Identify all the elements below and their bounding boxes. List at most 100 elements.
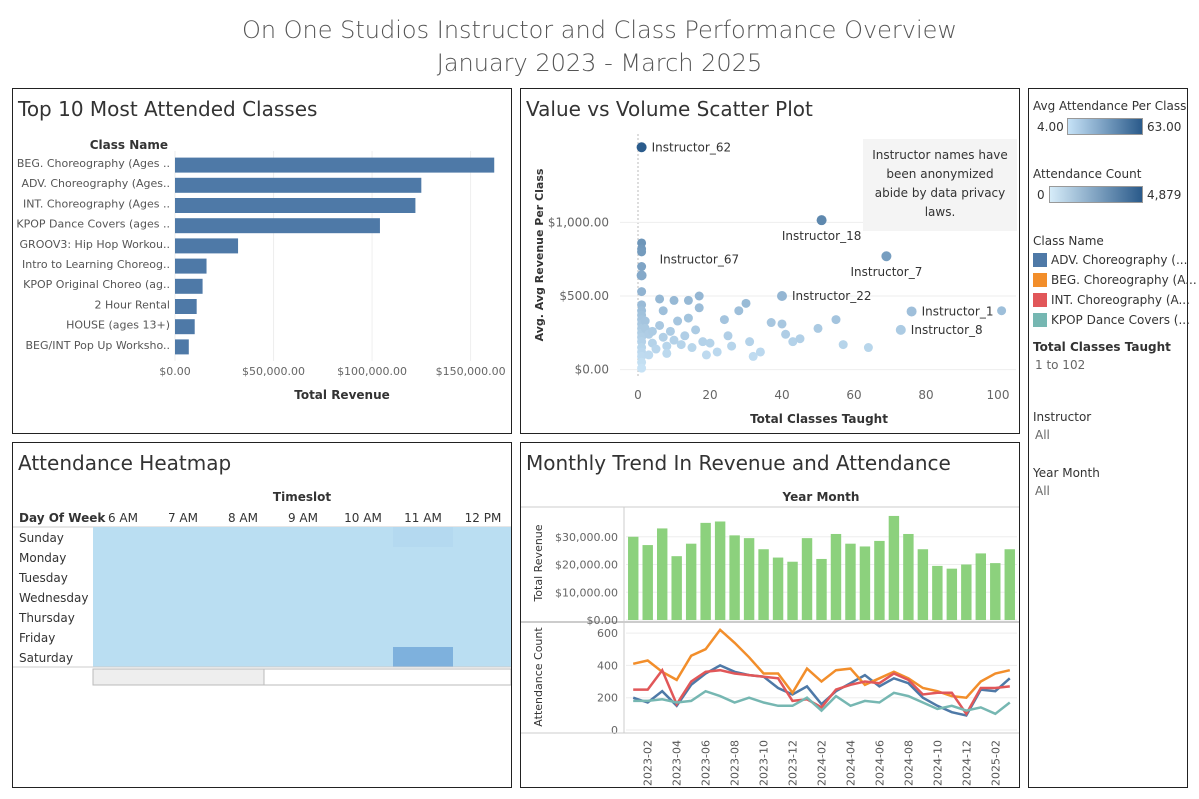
- heatmap-cell[interactable]: [213, 647, 273, 667]
- heatmap-cell[interactable]: [393, 587, 453, 607]
- heatmap-cell[interactable]: [153, 627, 213, 647]
- heatmap-cell[interactable]: [273, 567, 333, 587]
- instructor-point[interactable]: [658, 306, 668, 316]
- monthly-revenue-bar[interactable]: [845, 543, 856, 620]
- monthly-revenue-bar[interactable]: [961, 564, 972, 621]
- heatmap-cell[interactable]: [93, 607, 153, 627]
- instructor-point[interactable]: [637, 247, 647, 257]
- monthly-revenue-bar[interactable]: [656, 528, 668, 620]
- instructor-point[interactable]: [694, 303, 704, 313]
- monthly-revenue-bar[interactable]: [888, 515, 900, 620]
- legend-item-adv[interactable]: ADV. Choreography (...: [1033, 253, 1187, 267]
- monthly-revenue-bar[interactable]: [801, 538, 813, 620]
- heatmap-cell[interactable]: [333, 567, 393, 587]
- heatmap-cell[interactable]: [453, 607, 511, 627]
- monthly-revenue-bar[interactable]: [874, 540, 885, 620]
- heatmap-cell[interactable]: [393, 567, 453, 587]
- heatmap-cell[interactable]: [153, 647, 213, 667]
- instructor-point[interactable]: [997, 306, 1007, 316]
- instructor-point[interactable]: [669, 295, 679, 305]
- monthly-revenue-bar[interactable]: [787, 561, 798, 620]
- monthly-revenue-bar[interactable]: [628, 536, 639, 620]
- class-revenue-bar[interactable]: [175, 258, 207, 274]
- instructor-point[interactable]: [777, 319, 787, 329]
- heatmap-cell[interactable]: [273, 647, 333, 667]
- instructor-point[interactable]: [795, 334, 805, 344]
- heatmap-cell[interactable]: [393, 647, 453, 667]
- monthly-revenue-bar[interactable]: [671, 556, 682, 620]
- instructor-point[interactable]: [838, 340, 848, 350]
- attendance-series-line[interactable]: [633, 667, 1010, 717]
- class-revenue-bar[interactable]: [175, 198, 416, 213]
- heatmap-cell[interactable]: [453, 647, 511, 667]
- monthly-revenue-bar[interactable]: [743, 538, 755, 620]
- class-revenue-bar[interactable]: [175, 278, 203, 294]
- instructor-point[interactable]: [673, 316, 683, 326]
- instructor-point[interactable]: [655, 320, 665, 330]
- instructor-point[interactable]: [701, 350, 711, 360]
- heatmap-cell[interactable]: [213, 567, 273, 587]
- heatmap-cell[interactable]: [273, 587, 333, 607]
- class-revenue-bar[interactable]: [175, 218, 380, 234]
- instructor-point[interactable]: [683, 295, 693, 305]
- heatmap-cell[interactable]: [273, 547, 333, 567]
- heatmap-cell[interactable]: [93, 587, 153, 607]
- heatmap-cell[interactable]: [213, 607, 273, 627]
- monthly-revenue-bar[interactable]: [758, 549, 769, 620]
- monthly-revenue-bar[interactable]: [903, 533, 914, 620]
- monthly-revenue-bar[interactable]: [700, 522, 711, 620]
- instructor-point[interactable]: [637, 363, 647, 373]
- heatmap-cell[interactable]: [273, 527, 333, 547]
- heatmap-cell[interactable]: [453, 567, 511, 587]
- attendance-series-line[interactable]: [632, 664, 1011, 717]
- heatmap-cell[interactable]: [213, 587, 273, 607]
- heatmap-cell[interactable]: [93, 627, 153, 647]
- labeled-instructor-point[interactable]: [881, 251, 892, 262]
- heatmap-cell[interactable]: [453, 627, 511, 647]
- instructor-point[interactable]: [755, 347, 765, 357]
- heatmap-cell[interactable]: [453, 527, 511, 547]
- labeled-instructor-point[interactable]: [816, 215, 827, 226]
- heatmap-cell[interactable]: [153, 547, 213, 567]
- instructor-point[interactable]: [662, 341, 672, 351]
- total-classes-filter-value[interactable]: 1 to 102: [1035, 358, 1086, 372]
- heatmap-scrollbar-thumb[interactable]: [92, 668, 265, 686]
- instructor-point[interactable]: [662, 348, 672, 358]
- legend-item-kpop[interactable]: KPOP Dance Covers (...: [1033, 313, 1190, 327]
- monthly-revenue-bar[interactable]: [917, 549, 929, 620]
- attendance-series-line[interactable]: [632, 627, 1011, 700]
- monthly-revenue-bar[interactable]: [729, 535, 740, 620]
- instructor-point[interactable]: [781, 329, 791, 339]
- instructor-point[interactable]: [683, 313, 693, 323]
- class-revenue-bar[interactable]: [175, 339, 189, 355]
- monthly-revenue-bar[interactable]: [830, 533, 842, 620]
- instructor-point[interactable]: [788, 337, 798, 347]
- instructor-point[interactable]: [741, 298, 751, 308]
- class-revenue-bar[interactable]: [175, 299, 197, 314]
- instructor-point[interactable]: [655, 294, 665, 304]
- monthly-revenue-bar[interactable]: [946, 568, 958, 620]
- instructor-point[interactable]: [734, 306, 744, 316]
- monthly-revenue-bar[interactable]: [859, 546, 871, 620]
- class-revenue-bar[interactable]: [175, 157, 495, 173]
- instructor-point[interactable]: [705, 338, 715, 348]
- monthly-revenue-bar[interactable]: [932, 565, 943, 620]
- instructor-point[interactable]: [637, 287, 647, 297]
- instructor-point[interactable]: [665, 326, 675, 336]
- heatmap-cell[interactable]: [153, 527, 213, 547]
- heatmap-cell[interactable]: [333, 647, 393, 667]
- instructor-point[interactable]: [640, 316, 650, 326]
- monthly-revenue-bar[interactable]: [1004, 549, 1015, 620]
- labeled-instructor-point[interactable]: [777, 291, 787, 301]
- heatmap-cell[interactable]: [333, 607, 393, 627]
- monthly-revenue-bar[interactable]: [685, 543, 697, 620]
- instructor-point[interactable]: [658, 332, 668, 342]
- monthly-revenue-bar[interactable]: [772, 557, 784, 620]
- instructor-point[interactable]: [698, 337, 708, 347]
- instructor-point[interactable]: [748, 351, 758, 361]
- heatmap-cell[interactable]: [333, 527, 393, 547]
- instructor-point[interactable]: [694, 291, 704, 301]
- heatmap-cell[interactable]: [333, 587, 393, 607]
- instructor-point[interactable]: [669, 335, 679, 345]
- class-revenue-bar[interactable]: [175, 319, 195, 335]
